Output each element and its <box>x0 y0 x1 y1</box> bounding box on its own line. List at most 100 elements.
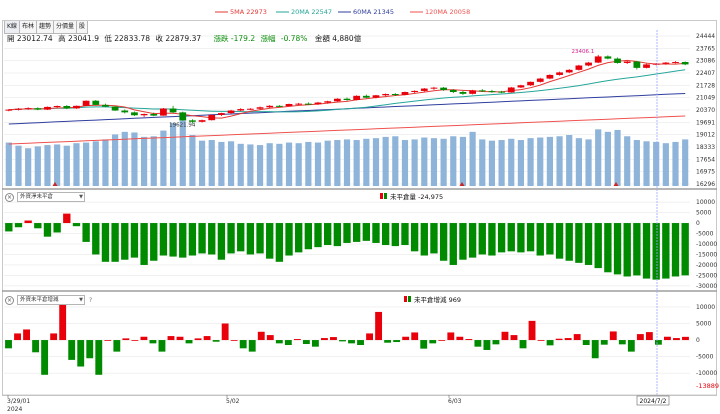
oi-change-bar <box>77 340 85 367</box>
oi-bar <box>314 223 322 248</box>
oi-change-bar <box>465 339 473 341</box>
chevron-down-icon: ▼ <box>79 194 83 200</box>
oi-change-bar <box>321 338 328 341</box>
volume-bar <box>218 141 225 186</box>
oi-bar <box>517 223 525 253</box>
oi-bar <box>633 223 641 276</box>
oi-bar <box>34 223 42 229</box>
x-tick-label: 5/02 <box>226 398 240 405</box>
volume-bar <box>537 137 544 186</box>
oi-change-bar <box>131 340 139 341</box>
candle-body <box>391 94 399 96</box>
oi-change-bar <box>339 340 346 342</box>
volume-bar <box>73 143 80 186</box>
oi-change-bar <box>555 338 563 341</box>
volume-bar <box>276 143 283 186</box>
volume-bar <box>469 131 476 186</box>
low-marker-label: 19621.94 <box>169 123 196 129</box>
high-value: 23041.9 <box>67 34 99 43</box>
amount-label: 金額 <box>314 34 330 43</box>
y-tick-label: -5000 <box>696 231 714 238</box>
oi-change-bar <box>203 336 211 341</box>
oi-bar <box>488 223 496 256</box>
oi-change-bar <box>673 338 680 341</box>
oi-bar <box>266 223 274 259</box>
oi-change-bar <box>546 340 554 346</box>
volume-bar <box>121 131 128 186</box>
oi-change-bar <box>609 331 617 341</box>
volume-bar <box>256 145 264 186</box>
candle-body <box>372 95 380 98</box>
candle-body <box>469 90 476 94</box>
volume-bar <box>508 138 515 186</box>
candle-body <box>536 78 544 82</box>
y-tick-label: 22407 <box>696 70 715 77</box>
oi-change-bar <box>636 334 644 341</box>
oi-bar <box>575 223 583 263</box>
candle-body <box>285 104 293 107</box>
panel2-header: × 外資淨未平倉 ▼ <box>5 192 85 202</box>
y-tick-label: 16296 <box>696 181 715 188</box>
oi-change-bar <box>122 338 130 341</box>
y-tick-label: 18333 <box>696 144 715 151</box>
candle-body <box>633 61 641 68</box>
change-label: 漲跌 <box>213 34 229 43</box>
volume-bar <box>440 138 447 186</box>
oi-bar <box>526 223 535 252</box>
oi-bar <box>594 223 602 269</box>
oi-change-bar <box>257 331 265 341</box>
oi-bar <box>662 223 670 279</box>
oi-bar <box>324 223 332 246</box>
volume-bar <box>189 135 196 186</box>
y-tick-label: 23765 <box>696 45 715 52</box>
x-tick-label: 6/03 <box>448 398 462 405</box>
candle-body <box>353 95 361 101</box>
candle-body <box>623 61 631 63</box>
volume-bar <box>25 148 32 186</box>
candle-body <box>102 104 109 107</box>
oi-change-bar <box>456 336 464 341</box>
chart-frame <box>2 20 717 396</box>
open-value: 23012.74 <box>16 34 53 43</box>
volume-bar <box>131 132 138 186</box>
oi-bar <box>43 223 52 237</box>
candle-body <box>169 108 177 113</box>
candle-body <box>411 90 419 93</box>
oi-change-bar <box>149 340 157 344</box>
volume-bar <box>566 135 573 186</box>
oi-bar <box>256 223 264 254</box>
help-icon[interactable]: ? <box>89 296 93 304</box>
indicator-select[interactable]: 外資未平倉增減 ▼ <box>17 295 85 305</box>
candle-body <box>295 103 303 105</box>
indicator-select-value: 外資未平倉增減 <box>20 297 59 303</box>
oi-change-bar <box>158 340 166 352</box>
volume-bar <box>614 129 621 186</box>
close-icon[interactable]: × <box>5 192 14 202</box>
volume-bar <box>247 144 254 186</box>
oi-bar <box>391 223 399 247</box>
panel2-legend: 未平倉量 -24,975 <box>380 191 443 201</box>
oi-change-bar <box>104 340 112 341</box>
oi-change-bar <box>185 340 193 344</box>
oi-bar <box>468 223 477 258</box>
candle-body <box>643 64 650 68</box>
low-label: 低 <box>104 34 112 43</box>
oi-bar <box>237 223 245 252</box>
volume-bar <box>643 141 650 186</box>
candle-body <box>73 105 80 109</box>
candle-body <box>324 101 332 103</box>
oi-bar <box>121 223 129 260</box>
oi-change-bar <box>366 333 373 341</box>
volume-bar <box>546 136 553 186</box>
legend-text: 120MA 20058 <box>425 8 470 16</box>
close-icon[interactable]: × <box>5 295 14 305</box>
oi-change-bar <box>483 340 491 350</box>
volume-bar <box>353 140 360 186</box>
oi-change-bar <box>348 340 355 344</box>
oi-bar <box>652 223 660 280</box>
oi-bar <box>14 223 23 228</box>
oi-bar <box>111 223 119 262</box>
legend-text: 60MA 21345 <box>353 8 394 16</box>
oi-bar <box>208 223 216 255</box>
indicator-select[interactable]: 外資淨未平倉 ▼ <box>17 192 85 202</box>
